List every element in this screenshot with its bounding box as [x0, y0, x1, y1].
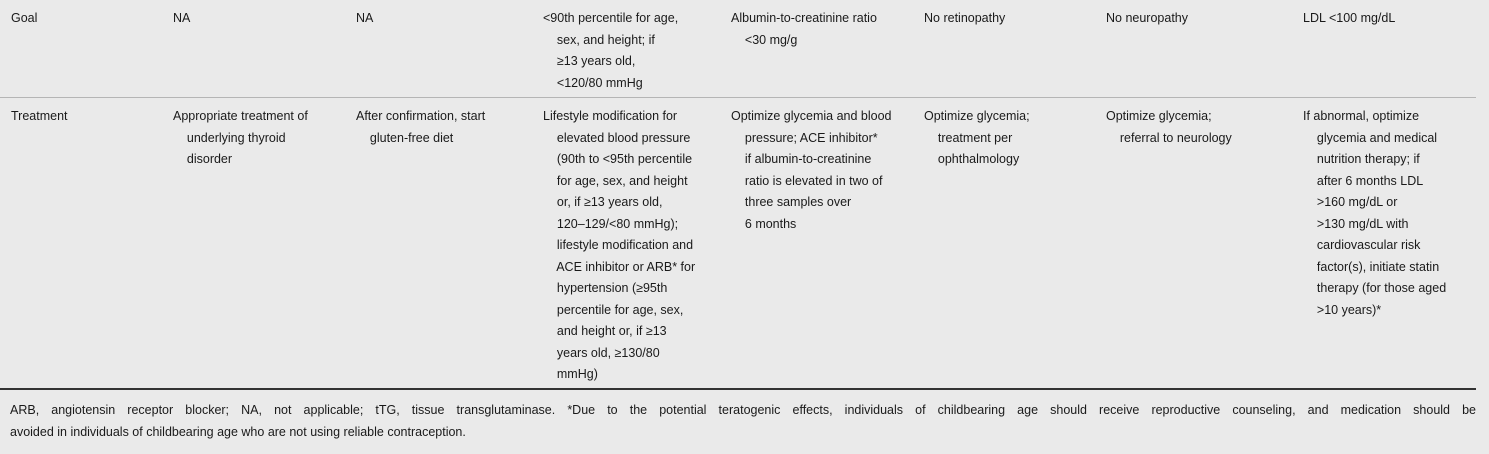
- table-cell: NA: [356, 11, 374, 25]
- table-cell: Optimize glycemia; treatment per ophthal…: [924, 109, 1030, 166]
- comorbidity-table: Goal NA NA <90th percentile for age, sex…: [0, 0, 1489, 390]
- table-cell: LDL <100 mg/dL: [1303, 11, 1396, 25]
- table-cell: Appropriate treatment of underlying thyr…: [173, 109, 308, 166]
- table-cell: No neuropathy: [1106, 11, 1189, 25]
- row-label-treatment: Treatment: [11, 109, 68, 123]
- table-cell: After confirmation, start gluten-free di…: [356, 109, 486, 145]
- table-cell: Optimize glycemia and blood pressure; AC…: [731, 109, 892, 231]
- table-cell: Lifestyle modification for elevated bloo…: [543, 109, 696, 381]
- table-footnote: ARB, angiotensin receptor blocker; NA, n…: [10, 400, 1476, 443]
- table-cell: If abnormal, optimize glycemia and medic…: [1303, 109, 1447, 317]
- table-row-goal: Goal NA NA <90th percentile for age, sex…: [0, 0, 1489, 98]
- table-cell: NA: [173, 11, 191, 25]
- row-divider: [0, 97, 1476, 98]
- table-cell: <90th percentile for age, sex, and heigh…: [543, 11, 679, 90]
- row-label-goal: Goal: [11, 11, 38, 25]
- footnote-line: avoided in individuals of childbearing a…: [10, 424, 466, 439]
- table-bottom-rule: [0, 388, 1476, 390]
- footnote-line: ARB, angiotensin receptor blocker; NA, n…: [10, 403, 1476, 417]
- table-cell: No retinopathy: [924, 11, 1006, 25]
- table-cell: Albumin-to-creatinine ratio <30 mg/g: [731, 11, 877, 47]
- table-row-treatment: Treatment Appropriate treatment of under…: [0, 98, 1489, 390]
- table-cell: Optimize glycemia; referral to neurology: [1106, 109, 1232, 145]
